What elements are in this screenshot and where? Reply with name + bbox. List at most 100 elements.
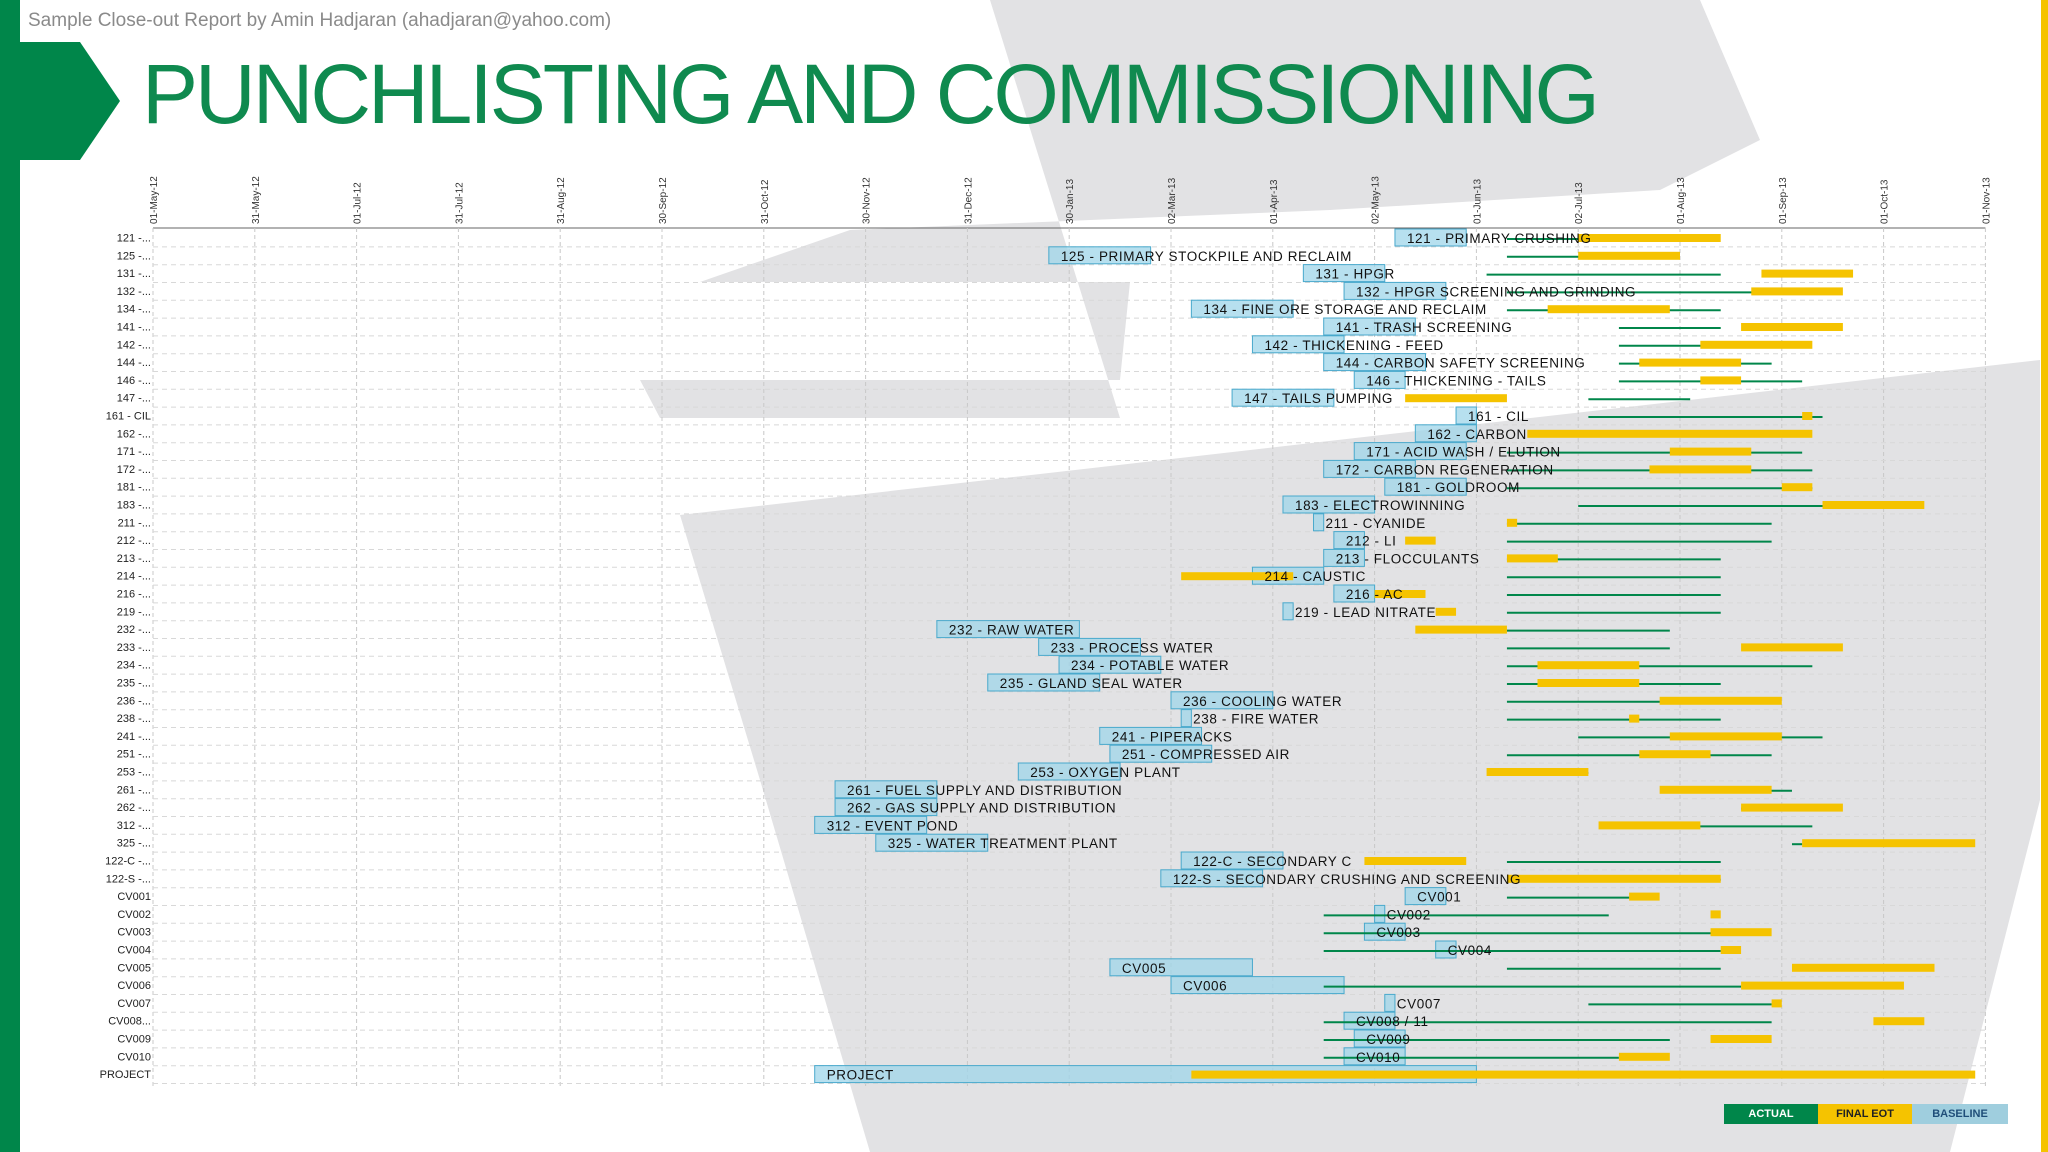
bar-label: 144 - CARBON SAFETY SCREENING [1336, 356, 1586, 371]
final-eot-bar [1191, 1070, 1976, 1079]
row-label: 162 -... [117, 428, 151, 440]
baseline-bar [1404, 887, 1447, 906]
final-eot-bar [1700, 340, 1813, 349]
baseline-bar [1058, 655, 1162, 674]
legend-actual: ACTUAL [1724, 1104, 1818, 1124]
bar-label: CV007 [1397, 996, 1441, 1011]
bar-label: CV010 [1356, 1050, 1400, 1065]
baseline-bar [1048, 246, 1152, 265]
baseline-bar [1231, 388, 1335, 407]
x-tick-label: 31-Jul-12 [454, 182, 465, 224]
final-eot-bar [1405, 394, 1507, 403]
final-eot-bar [1741, 323, 1843, 331]
final-eot-bar [1364, 857, 1467, 865]
x-tick-label: 30-Nov-12 [862, 177, 873, 224]
bar-label: 122-S - SECONDARY CRUSHING AND SCREENING [1173, 872, 1521, 887]
final-eot-bar [1751, 287, 1843, 296]
final-eot-bar [1537, 661, 1640, 670]
final-eot-bar [1669, 732, 1782, 741]
row-label: 236 -... [117, 695, 151, 707]
bar-label: 312 - EVENT POND [827, 818, 959, 833]
final-eot-bar [1578, 251, 1680, 260]
bar-label: CV006 [1183, 979, 1227, 994]
baseline-bar [814, 815, 928, 834]
bar-label: 146 - THICKENING - TAILS [1366, 373, 1546, 388]
final-eot-bar [1527, 429, 1813, 438]
baseline-bar [1384, 993, 1396, 1012]
x-tick-label: 30-Jan-13 [1065, 179, 1076, 224]
baseline-bar [1160, 869, 1264, 888]
final-eot-bar [1720, 946, 1742, 954]
bar-label: CV002 [1387, 907, 1431, 922]
baseline-bar [1282, 602, 1294, 621]
bar-label: 219 - LEAD NITRATE [1295, 605, 1436, 620]
row-label: 234 -... [117, 660, 151, 672]
x-tick-label: 02-May-13 [1371, 176, 1382, 224]
baseline-bar [1313, 513, 1325, 532]
baseline-bar [1109, 744, 1213, 763]
bar-label: 232 - RAW WATER [949, 623, 1075, 638]
row-label: 312 -... [117, 820, 151, 832]
final-eot-bar [1669, 447, 1752, 456]
final-eot-bar [1639, 750, 1711, 759]
row-label: 251 -... [117, 749, 151, 761]
row-label: CV007 [117, 998, 151, 1010]
row-label: 214 -... [117, 571, 151, 583]
final-eot-bar [1547, 305, 1670, 314]
row-label: 213 -... [117, 553, 151, 565]
row-label: CV001 [117, 891, 151, 903]
bar-label: 325 - WATER TREATMENT PLANT [888, 836, 1118, 851]
baseline-bar [1384, 477, 1467, 496]
row-label: PROJECT [100, 1069, 152, 1081]
row-label: 232 -... [117, 624, 151, 636]
bar-label: 141 - TRASH SCREENING [1336, 320, 1513, 335]
bar-label: CV009 [1366, 1032, 1410, 1047]
x-tick-label: 01-Jun-13 [1472, 179, 1483, 224]
final-eot-bar [1741, 981, 1904, 990]
final-eot-bar [1435, 607, 1457, 616]
final-eot-bar [1741, 803, 1843, 812]
bar-label: CV004 [1448, 943, 1492, 958]
baseline-bar [1323, 548, 1365, 567]
bar-label: 142 - THICKENING - FEED [1264, 338, 1443, 353]
row-label: 211 -... [118, 517, 151, 529]
final-eot-bar [1537, 679, 1640, 687]
baseline-bar [1435, 940, 1457, 959]
bar-label: 162 - CARBON [1427, 427, 1526, 442]
baseline-bar [1394, 228, 1467, 247]
final-eot-bar [1659, 785, 1772, 794]
row-label: 142 -... [117, 339, 151, 351]
baseline-bar [936, 620, 1080, 639]
final-eot-bar [1506, 518, 1518, 527]
bar-label: CV003 [1376, 925, 1420, 940]
final-eot-bar [1598, 821, 1701, 830]
x-tick-label: 31-Aug-12 [556, 177, 567, 224]
final-eot-bar [1629, 714, 1640, 723]
baseline-bar [1282, 495, 1376, 514]
bar-label: 171 - ACID WASH / ELUTION [1366, 445, 1561, 460]
bar-label: 121 - PRIMARY CRUSHING [1407, 231, 1592, 246]
legend-baseline: BASELINE [1912, 1104, 2008, 1124]
final-eot-bar [1771, 999, 1782, 1008]
bar-label: PROJECT [827, 1068, 894, 1083]
row-label: 235 -... [117, 678, 151, 690]
baseline-bar [1017, 762, 1121, 781]
final-eot-bar [1761, 269, 1854, 278]
bar-label: CV001 [1417, 890, 1461, 905]
row-label: 172 -... [117, 464, 151, 476]
bar-label: 122-C - SECONDARY C [1193, 854, 1352, 869]
row-label: 183 -... [117, 500, 151, 512]
bar-label: 161 - CIL [1468, 409, 1529, 424]
row-label: 161 - CIL [106, 411, 151, 423]
final-eot-bar [1710, 928, 1772, 937]
final-eot-bar [1741, 643, 1843, 652]
row-label: CV006 [117, 980, 151, 992]
bar-label: 236 - COOLING WATER [1183, 694, 1342, 709]
bar-label: 134 - FINE ORE STORAGE AND RECLAIM [1203, 302, 1486, 317]
row-label: CV002 [117, 909, 151, 921]
x-tick-label: 01-Oct-13 [1880, 179, 1891, 224]
bar-label: 216 - AC [1346, 587, 1403, 602]
baseline-bar [1170, 691, 1274, 710]
